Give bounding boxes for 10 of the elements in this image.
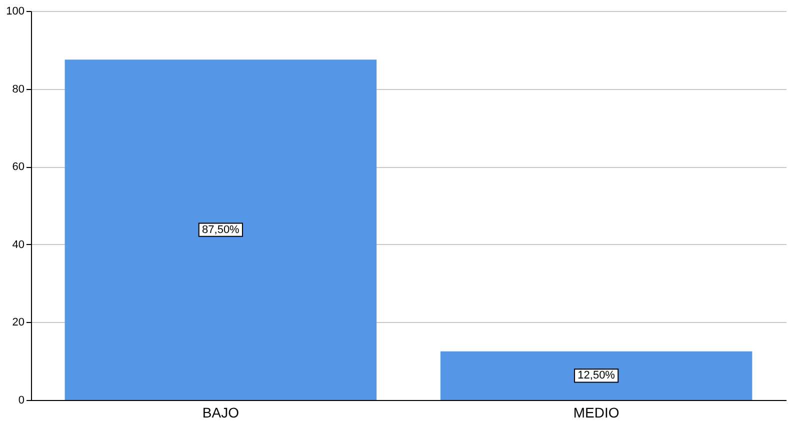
y-tick-label: 0 — [18, 394, 24, 406]
x-tick-label: MEDIO — [573, 404, 620, 420]
data-label: 12,50% — [578, 370, 616, 382]
y-tick-label: 40 — [12, 238, 24, 251]
y-tick-label: 100 — [6, 6, 24, 18]
y-tick-label: 20 — [12, 316, 24, 329]
x-tick-label: BAJO — [202, 404, 240, 420]
y-tick-label: 80 — [12, 83, 24, 96]
y-tick-label: 60 — [12, 161, 24, 174]
data-label: 87,50% — [202, 224, 240, 236]
